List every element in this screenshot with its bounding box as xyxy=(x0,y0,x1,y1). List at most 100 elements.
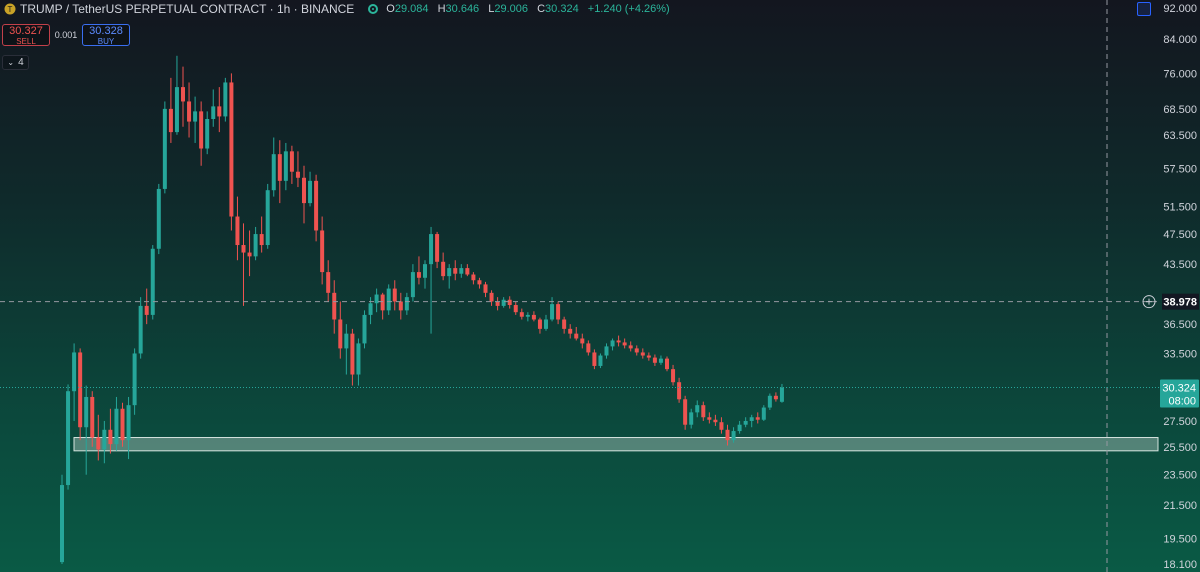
candle-body[interactable] xyxy=(574,333,579,339)
candle-body[interactable] xyxy=(719,422,724,430)
candle-body[interactable] xyxy=(610,340,615,347)
symbol-logo-icon[interactable]: T xyxy=(4,3,16,15)
candle-body[interactable] xyxy=(193,111,198,122)
crosshair-price-badge[interactable]: 38.978 xyxy=(1142,293,1199,310)
candle-body[interactable] xyxy=(78,352,83,428)
candle-body[interactable] xyxy=(701,405,706,418)
candle-body[interactable] xyxy=(779,387,784,402)
candle-body[interactable] xyxy=(737,424,742,432)
candle-body[interactable] xyxy=(271,154,276,191)
candle-body[interactable] xyxy=(72,352,77,392)
candle-body[interactable] xyxy=(217,106,222,117)
candle-body[interactable] xyxy=(132,353,137,406)
candle-body[interactable] xyxy=(253,234,258,257)
candle-body[interactable] xyxy=(519,312,524,317)
candle-body[interactable] xyxy=(495,301,500,306)
candle-body[interactable] xyxy=(344,333,349,349)
candle-body[interactable] xyxy=(368,303,373,315)
candle-body[interactable] xyxy=(471,274,476,281)
candle-body[interactable] xyxy=(156,188,161,249)
candle-body[interactable] xyxy=(229,82,234,217)
candle-body[interactable] xyxy=(689,412,694,425)
candle-body[interactable] xyxy=(356,343,361,375)
candle-body[interactable] xyxy=(308,180,313,204)
candle-body[interactable] xyxy=(120,408,125,441)
candle-body[interactable] xyxy=(525,314,530,317)
candle-body[interactable] xyxy=(326,272,331,293)
add-alert-icon[interactable] xyxy=(1142,295,1156,309)
candle-body[interactable] xyxy=(483,284,488,293)
candle-body[interactable] xyxy=(174,87,179,133)
candle-body[interactable] xyxy=(501,299,506,306)
candle-body[interactable] xyxy=(731,431,736,441)
candle-body[interactable] xyxy=(658,358,663,363)
candle-body[interactable] xyxy=(586,343,591,353)
candle-body[interactable] xyxy=(761,407,766,420)
candle-body[interactable] xyxy=(181,87,185,102)
candle-body[interactable] xyxy=(435,234,440,262)
candle-body[interactable] xyxy=(350,333,355,375)
candle-body[interactable] xyxy=(513,305,518,313)
candle-body[interactable] xyxy=(568,328,573,334)
candle-body[interactable] xyxy=(374,294,379,304)
candle-body[interactable] xyxy=(277,154,282,181)
candle-body[interactable] xyxy=(144,305,149,315)
candle-body[interactable] xyxy=(531,314,536,320)
candle-body[interactable] xyxy=(332,292,337,320)
candle-body[interactable] xyxy=(598,355,603,366)
candle-body[interactable] xyxy=(743,420,748,425)
candle-body[interactable] xyxy=(580,338,585,344)
candle-body[interactable] xyxy=(320,230,325,273)
candle-body[interactable] xyxy=(441,261,446,277)
candle-body[interactable] xyxy=(489,292,494,302)
candle-body[interactable] xyxy=(90,396,95,438)
candle-body[interactable] xyxy=(162,108,167,189)
candle-body[interactable] xyxy=(410,272,415,298)
candle-body[interactable] xyxy=(187,101,192,122)
candle-body[interactable] xyxy=(265,190,270,246)
candle-body[interactable] xyxy=(652,357,657,363)
chart-settings-icon[interactable] xyxy=(1137,2,1151,16)
candle-body[interactable] xyxy=(126,405,131,441)
candle-body[interactable] xyxy=(108,429,113,445)
candle-body[interactable] xyxy=(707,417,712,420)
candle-body[interactable] xyxy=(725,429,730,441)
candle-body[interactable] xyxy=(283,151,288,181)
candle-body[interactable] xyxy=(211,106,216,119)
candle-body[interactable] xyxy=(60,485,64,563)
candle-body[interactable] xyxy=(604,346,609,356)
support-zone[interactable] xyxy=(73,437,1159,452)
candle-body[interactable] xyxy=(459,268,464,274)
candle-body[interactable] xyxy=(416,272,421,278)
candle-body[interactable] xyxy=(138,305,143,354)
candle-body[interactable] xyxy=(295,171,300,178)
candle-body[interactable] xyxy=(386,288,391,311)
candle-body[interactable] xyxy=(665,358,669,370)
candle-body[interactable] xyxy=(429,234,434,265)
candle-body[interactable] xyxy=(150,248,155,315)
candle-body[interactable] xyxy=(223,82,228,117)
buy-button[interactable]: 30.328 BUY xyxy=(82,24,130,46)
candle-body[interactable] xyxy=(671,369,676,383)
candle-body[interactable] xyxy=(314,180,319,231)
candle-body[interactable] xyxy=(114,408,119,445)
candle-body[interactable] xyxy=(695,405,700,413)
candle-body[interactable] xyxy=(592,352,597,366)
candle-body[interactable] xyxy=(447,268,452,277)
candle-body[interactable] xyxy=(477,280,482,285)
candle-body[interactable] xyxy=(773,395,778,400)
candle-body[interactable] xyxy=(550,304,555,320)
candle-body[interactable] xyxy=(423,264,427,278)
candle-body[interactable] xyxy=(640,352,645,356)
candle-body[interactable] xyxy=(683,399,688,425)
candle-body[interactable] xyxy=(713,419,718,423)
candle-body[interactable] xyxy=(556,304,561,320)
candle-body[interactable] xyxy=(380,294,385,311)
candle-body[interactable] xyxy=(507,299,512,306)
candle-body[interactable] xyxy=(755,417,760,420)
market-status-icon[interactable] xyxy=(368,4,379,14)
candle-body[interactable] xyxy=(392,288,397,302)
candle-body[interactable] xyxy=(205,118,210,149)
